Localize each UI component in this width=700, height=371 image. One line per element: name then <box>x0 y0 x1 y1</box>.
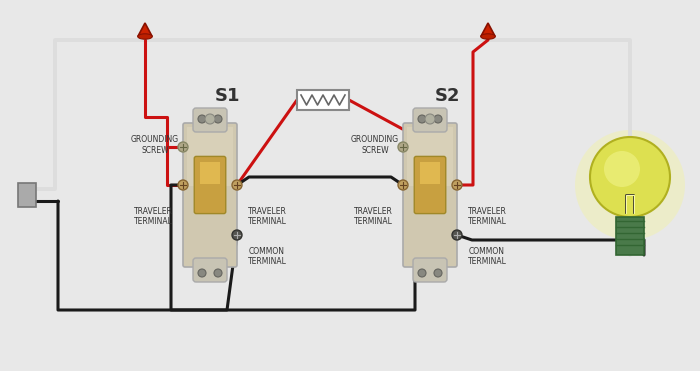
Circle shape <box>604 151 640 187</box>
Ellipse shape <box>481 34 495 39</box>
Circle shape <box>434 269 442 277</box>
Circle shape <box>198 115 206 123</box>
Polygon shape <box>138 23 152 36</box>
FancyBboxPatch shape <box>195 157 225 214</box>
Ellipse shape <box>138 34 152 39</box>
Circle shape <box>575 130 685 240</box>
Bar <box>18 183 36 207</box>
Text: TRAVELER
TERMINAL: TRAVELER TERMINAL <box>354 207 393 226</box>
Polygon shape <box>481 23 495 36</box>
Circle shape <box>452 230 462 240</box>
Text: S2: S2 <box>435 87 461 105</box>
Bar <box>407 127 453 186</box>
FancyBboxPatch shape <box>413 108 447 132</box>
Text: COMMON
TERMINAL: COMMON TERMINAL <box>248 247 286 266</box>
Circle shape <box>178 142 188 152</box>
Circle shape <box>425 114 435 124</box>
Circle shape <box>418 269 426 277</box>
FancyBboxPatch shape <box>193 108 227 132</box>
FancyBboxPatch shape <box>183 123 237 267</box>
Circle shape <box>418 115 426 123</box>
Bar <box>616 217 644 255</box>
Text: GROUNDING
SCREW: GROUNDING SCREW <box>351 135 399 155</box>
Circle shape <box>205 114 215 124</box>
Text: TRAVELER
TERMINAL: TRAVELER TERMINAL <box>248 207 286 226</box>
Circle shape <box>398 142 408 152</box>
Circle shape <box>452 180 462 190</box>
Bar <box>187 127 233 186</box>
Circle shape <box>198 269 206 277</box>
FancyBboxPatch shape <box>414 157 446 214</box>
Bar <box>200 162 220 184</box>
Circle shape <box>398 180 408 190</box>
Text: GROUNDING
SCREW: GROUNDING SCREW <box>131 135 179 155</box>
FancyBboxPatch shape <box>193 258 227 282</box>
Bar <box>420 162 440 184</box>
Text: TRAVELER
TERMINAL: TRAVELER TERMINAL <box>468 207 506 226</box>
Circle shape <box>214 269 222 277</box>
Circle shape <box>434 115 442 123</box>
Text: TRAVELER
TERMINAL: TRAVELER TERMINAL <box>134 207 172 226</box>
Bar <box>297 90 349 110</box>
FancyBboxPatch shape <box>413 258 447 282</box>
Circle shape <box>214 115 222 123</box>
Circle shape <box>590 137 670 217</box>
FancyBboxPatch shape <box>403 123 457 267</box>
Circle shape <box>232 180 242 190</box>
Text: COMMON
TERMINAL: COMMON TERMINAL <box>468 247 506 266</box>
Circle shape <box>232 230 242 240</box>
Text: S1: S1 <box>216 87 241 105</box>
Circle shape <box>178 180 188 190</box>
